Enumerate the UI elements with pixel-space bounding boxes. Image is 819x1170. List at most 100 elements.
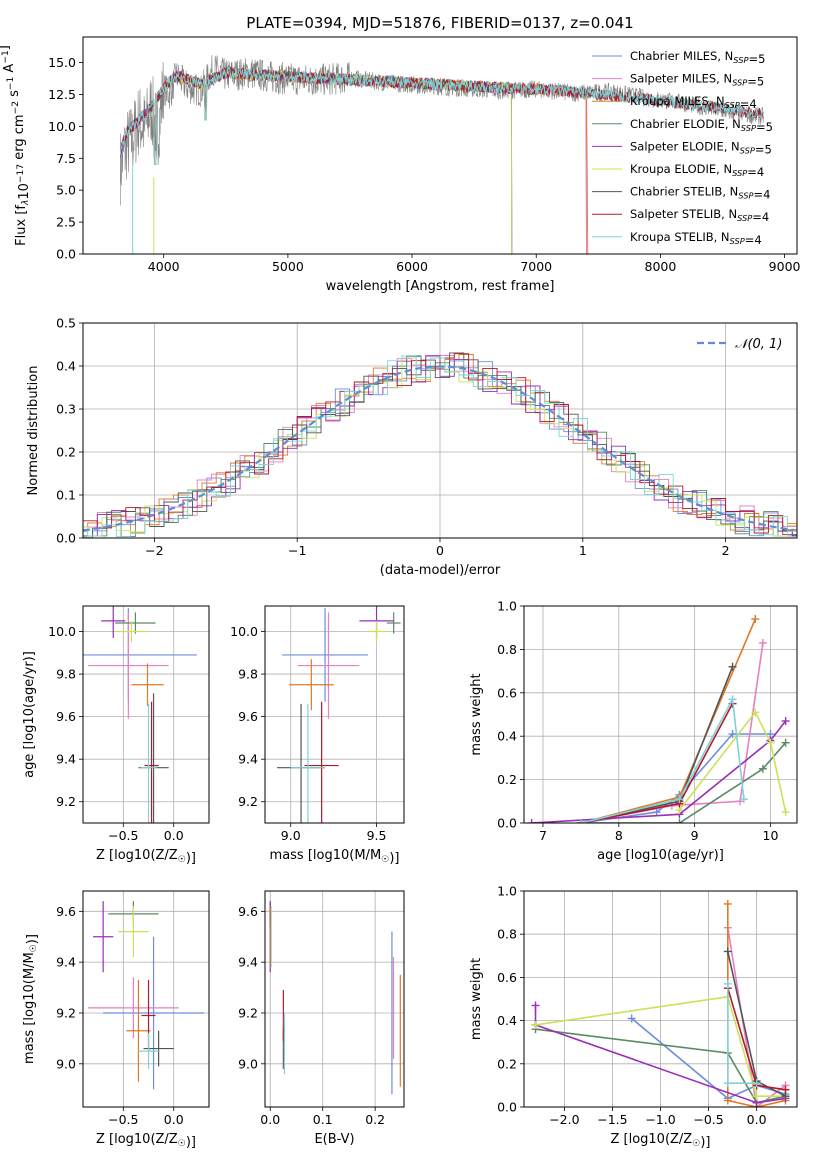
model-spectrum-kroupa_elodie [151,66,513,254]
mass_vs_ebv-plot-area [269,901,401,1095]
y-tick-label: 0.0 [56,247,76,262]
y-tick-label: 9.0 [238,1056,258,1071]
y-tick-label: 1.0 [497,599,517,614]
y-tick-label: 0.6 [497,685,517,700]
y-tick-label: 9.4 [56,955,76,970]
legend-label-kroupa_stelib: Kroupa STELIB, NSSP=4 [630,230,762,247]
y-tick-label: 9.4 [238,955,258,970]
x-tick-label: 0.0 [164,1112,184,1127]
legend-label-kroupa_miles: Kroupa MILES, NSSP=4 [630,94,757,111]
x-tick-label: 2 [722,543,730,558]
marker-kroupa_miles [723,899,732,908]
legend-label-kroupa_elodie: Kroupa ELODIE, NSSP=4 [630,162,764,179]
x-tick-label: 7000 [520,259,552,274]
marker-chabrier_elodie [675,819,684,823]
y-tick-label: 10.0 [48,119,76,134]
y-tick-label: 0.5 [56,316,76,331]
marker-kroupa_elodie [751,708,760,717]
marker-kroupa_stelib [739,795,748,804]
legend-label-normal: 𝒩(0, 1) [735,337,782,352]
histogram-kroupa_elodie [83,357,797,537]
y-tick-label: 9.6 [238,709,258,724]
age_vs_Z-frame [82,605,210,824]
x-tick-label: 9000 [769,259,801,274]
y-tick-label: 9.2 [238,1005,258,1020]
x-axis-label: (data-model)/error [380,563,501,578]
model-spectrum-kroupa_stelib [119,66,764,166]
x-tick-label: −2 [145,543,163,558]
marker-kroupa_stelib [723,979,732,988]
x-axis-label: Z [log10(Z/Z☉)] [96,848,196,866]
residuals-frame [82,322,798,539]
mass_weight_vs_Z-plot-area [531,899,790,1107]
legend-label-chabrier_elodie: Chabrier ELODIE, NSSP=5 [630,117,773,134]
mass_vs_ebv-frame [264,890,405,1108]
histogram-kroupa_miles [83,354,797,537]
y-tick-label: 10.0 [48,624,76,639]
y-tick-label: 1.0 [497,884,517,899]
mass_weight_vs_Z-frame [523,890,798,1108]
x-axis-label: age [log10(age/yr)] [597,848,724,863]
x-tick-label: 1 [579,543,587,558]
y-tick-label: 0.4 [56,359,76,374]
chart-title: PLATE=0394, MJD=51876, FIBERID=0137, z=0… [246,14,633,32]
model-spectrum-chabrier_elodie [119,65,513,254]
y-tick-label: 9.6 [56,709,76,724]
x-tick-label: 4000 [148,259,180,274]
y-tick-label: 0.8 [497,927,517,942]
series-line-chabrier_elodie [535,1028,786,1104]
y-tick-label: 9.6 [56,904,76,919]
y-tick-label: 9.8 [56,667,76,682]
y-tick-label: 9.4 [238,752,258,767]
x-tick-label: 6000 [396,259,428,274]
y-tick-label: 9.6 [238,904,258,919]
y-tick-label: 0.2 [497,772,517,787]
series-line-kroupa_elodie [678,710,787,813]
mass_weight_vs_age-plot-area [527,615,790,823]
marker-salpeter_miles [758,638,767,647]
marker-chabrier_elodie [781,738,790,747]
marker-kroupa_stelib [752,1079,761,1088]
age_vs_mass-frame [264,605,405,824]
x-tick-label: −1.5 [597,1112,627,1127]
x-tick-label: 8000 [645,259,677,274]
histogram-chabrier_stelib [83,352,797,537]
y-tick-label: 0.6 [497,970,517,985]
x-tick-label: 0 [436,543,444,558]
marker-chabrier_miles [652,808,661,817]
age_vs_Z-plot-area [83,606,197,823]
marker-kroupa_elodie [766,738,775,747]
axes-residuals: −2 −1 0 1 2 0.0 0.1 0.2 0.3 0.4 0.5 (data-model)/er… [26,316,797,578]
legend-label-salpeter_miles: Salpeter MILES, NSSP=5 [630,72,764,89]
x-tick-label: 0.1 [313,1112,333,1127]
x-tick-label: −2.0 [549,1112,579,1127]
y-tick-label: 2.5 [56,215,76,230]
marker-chabrier_miles [627,1014,636,1023]
y-tick-label: 0.2 [56,445,76,460]
x-tick-label: 8 [615,828,623,843]
model-spectrum-chabrier_miles [119,66,587,254]
marker-kroupa_miles [723,1096,732,1105]
marker-salpeter_stelib [781,1085,790,1094]
x-tick-label: 5000 [272,259,304,274]
x-tick-label: −0.5 [108,828,138,843]
normal-curve [83,365,795,532]
y-axis-label: Flux [fλ10−17 erg cm−2 s−1 A−1] [0,45,32,246]
mass_weight_vs_age-frame [523,605,798,824]
x-tick-label: −0.5 [693,1112,723,1127]
x-tick-label: 9.5 [367,828,387,843]
residual-legend: 𝒩(0, 1) [697,337,782,352]
marker-salpeter_elodie [527,819,536,823]
observed-spectrum [120,55,764,206]
marker-chabrier_stelib [728,662,737,671]
y-tick-label: 9.2 [238,794,258,809]
y-tick-label: 0.8 [497,642,517,657]
axes-mass_vs_ebv: 0.0 0.1 0.2 9.0 9.2 9.4 9.6 E(B-V) [238,891,404,1147]
x-axis-label: Z [log10(Z/Z☉)] [96,1132,196,1150]
y-axis-label: Normed distribution [26,366,41,496]
marker-chabrier_miles [728,730,737,739]
age_vs_mass-plot-area [277,606,401,823]
x-tick-label: 0.0 [747,1112,767,1127]
legend-label-chabrier_stelib: Chabrier STELIB, NSSP=4 [630,185,770,202]
mass_vs_Z-plot-area [88,901,204,1090]
